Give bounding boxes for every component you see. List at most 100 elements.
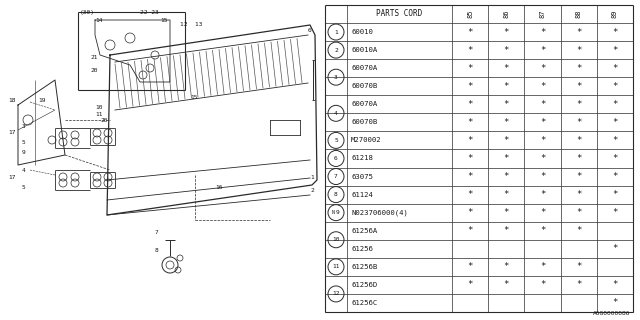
Text: 89: 89 (612, 10, 618, 18)
Text: *: * (467, 172, 473, 181)
Text: *: * (540, 208, 545, 217)
Text: *: * (504, 280, 509, 289)
Text: 3: 3 (334, 75, 338, 80)
Text: *: * (504, 226, 509, 235)
Text: *: * (612, 244, 618, 253)
Text: *: * (612, 208, 618, 217)
Text: 15: 15 (190, 95, 198, 100)
Text: 10: 10 (332, 237, 340, 242)
Text: 11: 11 (332, 264, 340, 269)
Text: 2: 2 (310, 188, 314, 193)
Text: 61256B: 61256B (351, 264, 377, 270)
Text: *: * (467, 28, 473, 36)
Text: *: * (612, 280, 618, 289)
Text: 18: 18 (8, 98, 15, 103)
Text: *: * (612, 299, 618, 308)
Text: *: * (540, 280, 545, 289)
Text: M270002: M270002 (351, 137, 381, 143)
Text: 17: 17 (8, 175, 15, 180)
Text: *: * (504, 45, 509, 55)
Text: *: * (540, 226, 545, 235)
Text: *: * (467, 208, 473, 217)
Text: *: * (467, 136, 473, 145)
Text: 19: 19 (38, 98, 45, 103)
Text: *: * (540, 190, 545, 199)
Text: 5: 5 (22, 185, 26, 190)
Text: 61256: 61256 (351, 246, 373, 252)
Text: *: * (504, 136, 509, 145)
Text: *: * (576, 208, 581, 217)
Text: *: * (467, 118, 473, 127)
Text: *: * (576, 82, 581, 91)
Text: *: * (576, 262, 581, 271)
Text: 7: 7 (334, 174, 338, 179)
Text: 8: 8 (155, 248, 159, 253)
Text: 21: 21 (90, 55, 97, 60)
Text: 6: 6 (334, 156, 338, 161)
Text: *: * (576, 136, 581, 145)
Text: 61256D: 61256D (351, 282, 377, 288)
Text: 85: 85 (467, 10, 473, 18)
Text: A6G0000086: A6G0000086 (593, 311, 630, 316)
Text: 1: 1 (310, 175, 314, 180)
Text: *: * (504, 28, 509, 36)
Text: *: * (612, 100, 618, 109)
Text: *: * (467, 262, 473, 271)
Text: 5: 5 (334, 138, 338, 143)
Text: *: * (540, 118, 545, 127)
Text: *: * (612, 118, 618, 127)
Text: *: * (540, 28, 545, 36)
Text: *: * (576, 154, 581, 163)
Text: 88: 88 (576, 10, 582, 18)
Text: 8: 8 (334, 192, 338, 197)
Text: 4: 4 (22, 168, 26, 173)
Text: 6: 6 (308, 28, 312, 33)
Text: *: * (540, 172, 545, 181)
Text: 86: 86 (503, 10, 509, 18)
Text: 17: 17 (8, 130, 15, 135)
Text: 61124: 61124 (351, 192, 373, 197)
Text: 10: 10 (95, 105, 102, 110)
Text: *: * (504, 190, 509, 199)
Text: *: * (467, 154, 473, 163)
Text: 5: 5 (22, 140, 26, 145)
Text: *: * (576, 226, 581, 235)
Text: *: * (504, 208, 509, 217)
Text: *: * (576, 172, 581, 181)
Text: 60070A: 60070A (351, 65, 377, 71)
Text: *: * (576, 28, 581, 36)
Text: 12: 12 (332, 292, 340, 296)
Text: 87: 87 (540, 10, 545, 18)
Text: *: * (504, 100, 509, 109)
Text: *: * (576, 190, 581, 199)
Text: *: * (612, 82, 618, 91)
Text: *: * (504, 82, 509, 91)
Text: 9: 9 (335, 210, 339, 215)
Text: 20: 20 (90, 68, 97, 73)
Text: 60070B: 60070B (351, 83, 377, 89)
Text: *: * (467, 82, 473, 91)
Text: 7: 7 (155, 230, 159, 235)
Text: *: * (540, 45, 545, 55)
Text: N023706000(4): N023706000(4) (351, 209, 408, 216)
Text: N: N (331, 210, 334, 215)
Text: *: * (504, 154, 509, 163)
Text: *: * (576, 100, 581, 109)
Text: 61256A: 61256A (351, 228, 377, 234)
Text: *: * (540, 136, 545, 145)
Text: *: * (504, 262, 509, 271)
Text: *: * (540, 64, 545, 73)
Text: *: * (467, 100, 473, 109)
Text: *: * (612, 45, 618, 55)
Text: *: * (540, 154, 545, 163)
Text: 1: 1 (334, 29, 338, 35)
Text: *: * (612, 64, 618, 73)
Text: *: * (576, 118, 581, 127)
Text: *: * (540, 82, 545, 91)
Text: *: * (540, 100, 545, 109)
Text: *: * (612, 28, 618, 36)
Text: *: * (576, 45, 581, 55)
Text: *: * (612, 190, 618, 199)
Text: 9: 9 (22, 150, 26, 155)
Text: *: * (612, 154, 618, 163)
